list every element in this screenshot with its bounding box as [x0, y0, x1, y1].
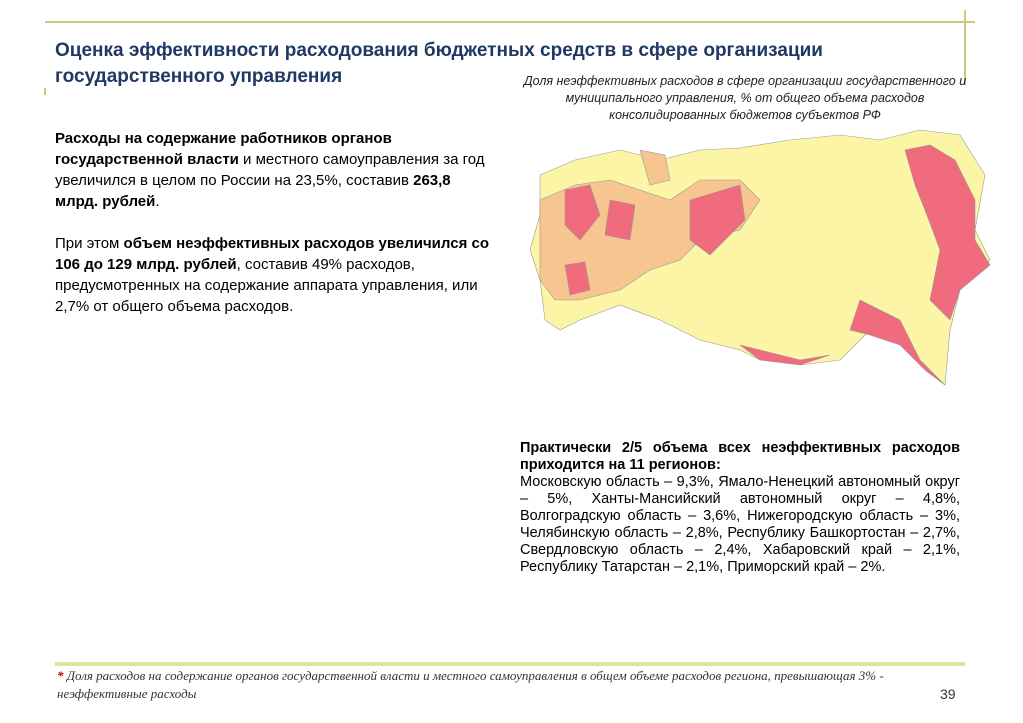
paragraph: Расходы на содержание работников органов… — [55, 128, 495, 212]
text-run: , составив 49% расходов, предусмотренных… — [55, 256, 478, 315]
right-text: Практически 2/5 объема всех неэффективны… — [520, 440, 960, 576]
title: Оценка эффективности расходования бюджет… — [55, 38, 823, 90]
map-region — [639, 149, 671, 186]
text-run: и местного самоуправления за год увеличи… — [55, 151, 485, 189]
text-run: . — [155, 193, 160, 210]
text-run: Расходы на содержание работников органов… — [55, 130, 392, 168]
text-run: объем неэффективных расходов увеличился … — [55, 235, 490, 273]
title-line: государственного управления — [55, 66, 343, 87]
heading: Практически 2/5 объема всех неэффективны… — [520, 440, 960, 473]
map-region — [564, 144, 991, 386]
text-run: При этом — [55, 235, 124, 252]
page-number: 39 — [940, 686, 956, 702]
text-run: 263,8 млрд. рублей — [55, 172, 451, 210]
map-caption: Доля неэффективных расходов в сфере орга… — [523, 74, 967, 122]
map — [529, 129, 991, 386]
star: * — [57, 668, 64, 683]
bottom-rule — [55, 662, 965, 666]
title-line: Оценка эффективности расходования бюджет… — [55, 40, 823, 61]
paragraph: При этом объем неэффективных расходов ув… — [55, 233, 495, 317]
body: Московскую область – 9,3%, Ямало-Ненецки… — [520, 474, 960, 575]
footnote: * Доля расходов на содержание органов го… — [57, 667, 907, 703]
note: Доля расходов на содержание органов госу… — [57, 668, 884, 701]
